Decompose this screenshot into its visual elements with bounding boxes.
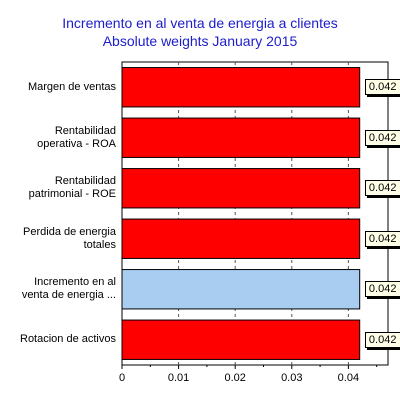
category-label-line: Rentabilidad <box>54 124 116 137</box>
bar <box>121 67 361 108</box>
category-label: Margen de ventas <box>4 81 116 94</box>
category-label: Incremento en al venta de energia ... <box>4 276 116 302</box>
x-tick-label: 0.01 <box>168 372 189 384</box>
data-label: 0.042 <box>364 281 400 298</box>
category-label-line: patrimonial - ROE <box>28 188 116 201</box>
x-tick-label: 0 <box>119 372 125 384</box>
chart-title-block: Incremento en al venta de energia a clie… <box>0 14 400 50</box>
category-label-line: Rentabilidad <box>54 175 116 188</box>
bar <box>121 117 361 158</box>
data-label: 0.042 <box>364 331 400 348</box>
data-label: 0.042 <box>364 230 400 247</box>
data-label: 0.042 <box>364 180 400 197</box>
data-label: 0.042 <box>364 79 400 96</box>
category-label: Perdida de energia totales <box>4 226 116 252</box>
category-label-line: operativa - ROA <box>37 137 116 150</box>
plot-area <box>121 61 389 366</box>
chart-title: Incremento en al venta de energia a clie… <box>62 15 338 31</box>
chart-subtitle: Absolute weights January 2015 <box>102 33 298 49</box>
bar <box>121 269 361 310</box>
category-label-line: Incremento en al <box>34 276 116 289</box>
category-label-line: totales <box>83 238 116 251</box>
category-label: Rotacion de activos <box>4 333 116 346</box>
bar <box>121 218 361 259</box>
category-label-line: Perdida de energia <box>23 225 116 238</box>
category-label: Rentabilidad operativa - ROA <box>4 125 116 151</box>
bar <box>121 319 361 360</box>
data-label: 0.042 <box>364 129 400 146</box>
category-label-line: venta de energia ... <box>21 289 116 302</box>
category-label-line: Rotacion de activos <box>20 333 116 346</box>
x-tick-label: 0.04 <box>338 372 359 384</box>
category-label-line: Margen de ventas <box>27 80 116 93</box>
category-label: Rentabilidad patrimonial - ROE <box>4 175 116 201</box>
x-tick-label: 0.02 <box>224 372 245 384</box>
x-tick-label: 0.03 <box>281 372 302 384</box>
bar <box>121 168 361 209</box>
